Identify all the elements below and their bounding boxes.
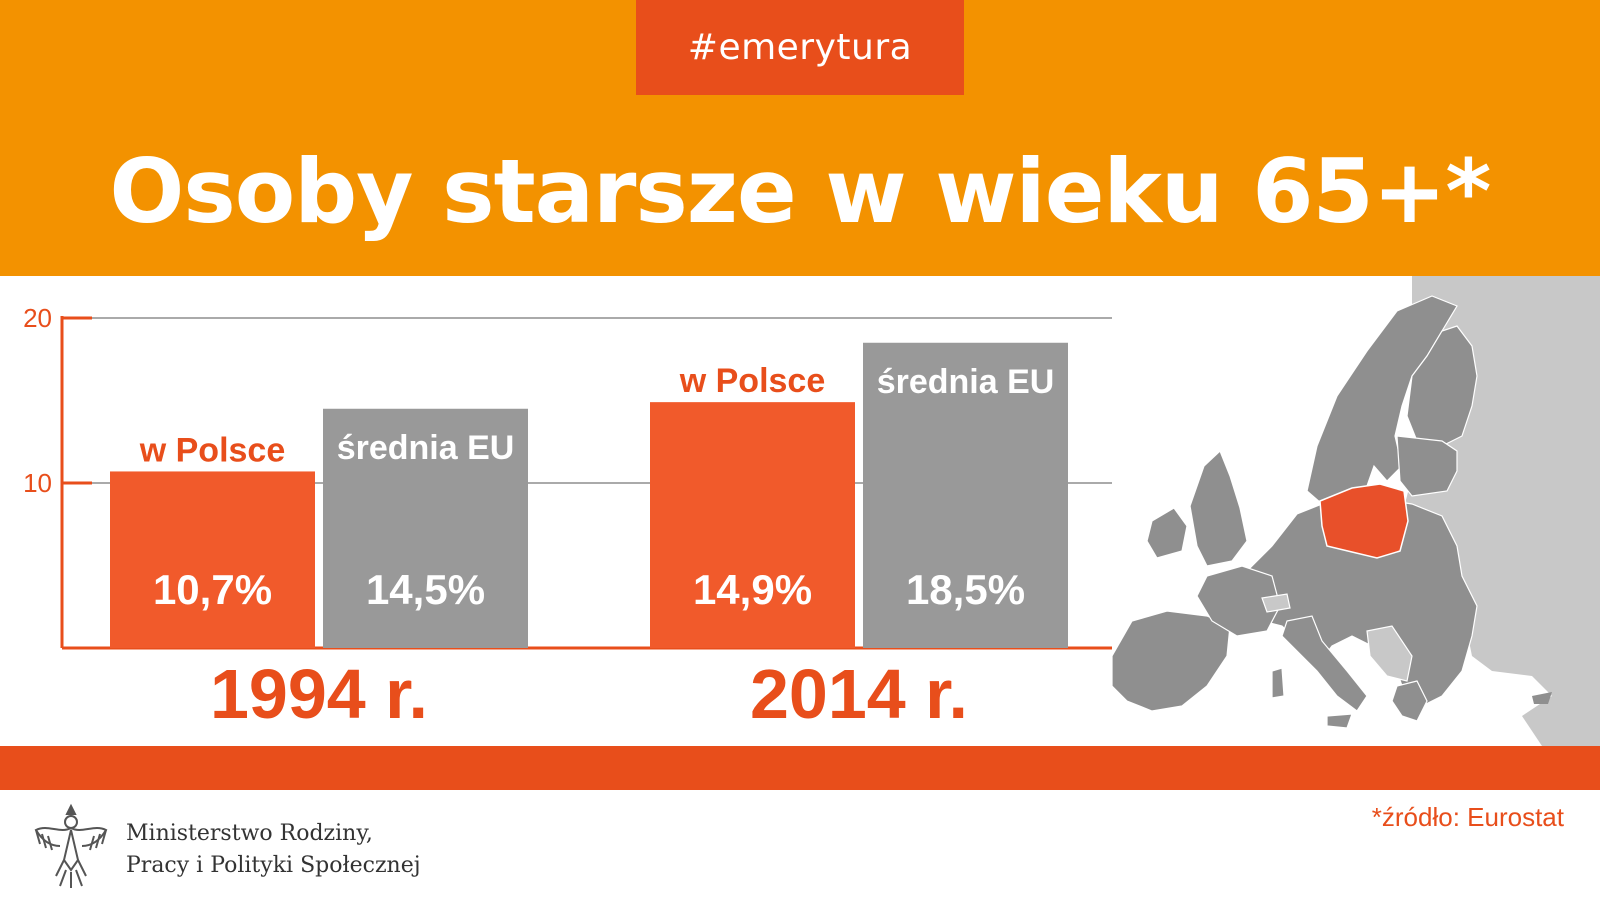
map-greece bbox=[1391, 680, 1428, 722]
footer-bar bbox=[0, 746, 1600, 790]
map-sardinia bbox=[1271, 667, 1285, 699]
bar-poland-0 bbox=[110, 471, 315, 648]
bar-chart: 10 20 10,7% w Polsce 14,5% średnia EU 1994 r. 1… bbox=[23, 303, 1112, 733]
hashtag-text: #emerytura bbox=[687, 27, 913, 68]
data-label: 10,7% bbox=[153, 566, 272, 613]
map-france bbox=[1196, 565, 1281, 637]
map-finland bbox=[1406, 325, 1478, 447]
series-label: w Polsce bbox=[679, 362, 826, 400]
category-label: 1994 r. bbox=[210, 655, 428, 733]
bar-poland-1 bbox=[650, 402, 855, 648]
map-sicily bbox=[1326, 713, 1353, 729]
map-great-britain bbox=[1189, 449, 1248, 567]
data-label: 14,5% bbox=[366, 566, 485, 613]
bar-eu-0 bbox=[323, 408, 528, 648]
map-balkans-non-eu bbox=[1366, 625, 1413, 682]
series-label: w Polsce bbox=[139, 431, 286, 469]
y-tick-label: 10 bbox=[23, 468, 52, 498]
data-label: 14,9% bbox=[693, 566, 812, 613]
page-title: Osoby starsze w wieku 65+* bbox=[109, 140, 1492, 243]
map-iberia bbox=[1112, 610, 1231, 712]
map-cyprus bbox=[1532, 692, 1552, 704]
map-italy bbox=[1281, 615, 1368, 712]
europe-map-graphic bbox=[1112, 276, 1600, 746]
map-ireland bbox=[1146, 507, 1188, 559]
ministry-line-1: Ministerstwo Rodziny, bbox=[126, 821, 373, 846]
map-baltics bbox=[1396, 435, 1458, 497]
data-label: 18,5% bbox=[906, 566, 1025, 613]
europe-map bbox=[1112, 276, 1600, 746]
hashtag-badge: #emerytura bbox=[636, 0, 964, 95]
map-switzerland bbox=[1261, 593, 1291, 613]
ministry-name: Ministerstwo Rodziny, Pracy i Polityki S… bbox=[126, 818, 421, 882]
y-tick-label: 20 bbox=[23, 303, 52, 333]
map-poland bbox=[1319, 483, 1409, 559]
source-note: *źródło: Eurostat bbox=[1371, 802, 1564, 832]
series-label: średnia EU bbox=[877, 363, 1055, 401]
ministry-line-2: Pracy i Polityki Społecznej bbox=[126, 853, 421, 878]
polish-eagle-icon bbox=[34, 803, 108, 888]
series-label: średnia EU bbox=[337, 429, 515, 467]
bar-eu-1 bbox=[863, 342, 1068, 648]
category-label: 2014 r. bbox=[750, 655, 968, 733]
